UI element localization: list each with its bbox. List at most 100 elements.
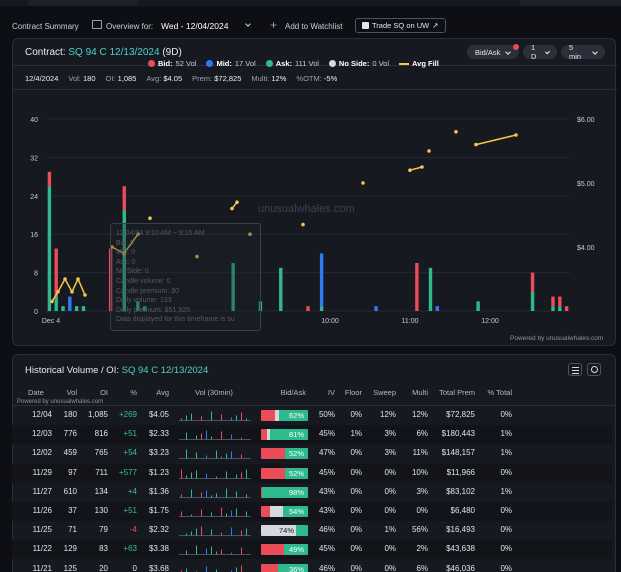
range-select[interactable]: 1 D	[523, 43, 557, 61]
avg-fill-point[interactable]	[76, 277, 80, 281]
history-contract-link[interactable]: SQ 94 C 12/13/2024	[121, 365, 209, 376]
avg-fill-point[interactable]	[83, 293, 87, 297]
table-row[interactable]: 11/25 71 79 -4 $2.32 74% 46% 0% 1% 56% $16,493 0%	[12, 521, 612, 540]
bar-ask[interactable]	[122, 210, 126, 311]
bar-ask[interactable]	[142, 306, 147, 311]
table-row[interactable]: 12/04 180 1,085 +269 $4.05 62% 50% 0% 12% 12% $72,…	[12, 406, 612, 425]
bar-ask[interactable]	[428, 267, 433, 311]
column-header[interactable]: %	[130, 388, 137, 397]
bar-ask[interactable]	[476, 301, 480, 311]
column-header[interactable]: Avg	[156, 388, 169, 397]
avg-fill-point[interactable]	[50, 299, 54, 304]
bar-bid[interactable]	[564, 306, 569, 311]
bar-ask[interactable]	[74, 306, 79, 311]
sparkline-bar	[206, 473, 207, 479]
column-header[interactable]: Multi	[412, 388, 428, 397]
add-watchlist-button[interactable]: Add to Watchlist	[285, 21, 343, 31]
column-header[interactable]: Date	[28, 388, 44, 397]
avg-fill-point[interactable]	[148, 216, 152, 220]
bar-bid[interactable]	[530, 272, 535, 292]
column-header[interactable]: Bid/Ask	[280, 388, 306, 397]
bid-ask-label: 81%	[288, 430, 304, 440]
column-header[interactable]: Vol	[66, 388, 77, 397]
avg-fill-point[interactable]	[235, 200, 239, 204]
bar-ask[interactable]	[558, 306, 562, 311]
column-header[interactable]: OI	[100, 388, 108, 397]
avg-fill-point[interactable]	[136, 232, 140, 236]
legend-avgfill[interactable]: Avg Fill	[399, 59, 439, 68]
bar-bid[interactable]	[47, 171, 52, 187]
cell-chg: 0	[132, 563, 137, 572]
avg-fill-point[interactable]	[56, 290, 60, 294]
legend-noside[interactable]: No Side: 0 Vol	[328, 59, 389, 68]
table-row[interactable]: 11/26 37 130 +51 $1.75 54% 43% 0% 0% 0% $6,480 0%	[12, 502, 612, 521]
bar-bid[interactable]	[306, 306, 310, 311]
legend-ask[interactable]: Ask: 111 Vol	[265, 59, 319, 68]
avg-fill-point[interactable]	[63, 277, 67, 281]
column-header[interactable]: Sweep	[373, 388, 396, 397]
cell-floor: 0%	[350, 563, 362, 572]
bar-ask[interactable]	[61, 306, 65, 311]
filter-settings-button[interactable]	[568, 363, 582, 376]
bar-ask[interactable]	[551, 306, 555, 311]
contract-link[interactable]: SQ 94 C 12/13/2024	[68, 47, 160, 58]
sparkline-bar	[191, 489, 192, 498]
avg-fill-point[interactable]	[248, 232, 252, 236]
table-row[interactable]: 11/27 610 134 +4 $1.36 98% 43% 0% 0% 3% $83,102 1%	[12, 483, 612, 502]
view-select[interactable]: Bid/Ask	[467, 45, 519, 59]
table-row[interactable]: 12/03 776 816 +51 $2.33 81% 45% 1% 3% 6% $180,443 1…	[12, 425, 612, 445]
bid-ask-segment	[274, 410, 279, 421]
table-row[interactable]: 12/02 459 765 +54 $3.23 52% 47% 0% 3% 11% $148,157…	[12, 444, 612, 463]
column-header[interactable]: Vol (30min)	[195, 388, 233, 397]
bar-mid[interactable]	[374, 306, 378, 311]
expand-button[interactable]	[587, 363, 601, 376]
column-header[interactable]: Total Prem	[439, 388, 475, 397]
bar-mid[interactable]	[435, 306, 439, 311]
column-header[interactable]: IV	[327, 388, 335, 397]
bar-ask[interactable]	[530, 291, 535, 311]
avg-fill-point[interactable]	[427, 149, 431, 153]
avg-fill-point[interactable]	[70, 290, 74, 294]
bar-bid[interactable]	[54, 248, 58, 297]
table-row[interactable]: 11/21 125 20 0 $3.68 36% 46% 0% 0% 6% $46,036 0%	[12, 560, 612, 572]
x-tick-label: Dec 4	[42, 318, 60, 325]
bar-ask[interactable]	[136, 301, 140, 311]
bar-bid[interactable]	[122, 186, 126, 211]
bar-mid[interactable]	[319, 253, 324, 307]
avg-fill-point[interactable]	[474, 142, 478, 147]
bar-ask[interactable]	[319, 306, 324, 311]
bar-ask[interactable]	[47, 186, 52, 311]
bar-ask[interactable]	[231, 263, 235, 311]
bar-bid[interactable]	[551, 296, 555, 307]
legend-bid[interactable]: Bid: 52 Vol	[148, 59, 196, 68]
interval-select[interactable]: 5 min	[561, 43, 605, 61]
avg-fill-point[interactable]	[230, 206, 234, 211]
bar-mid[interactable]	[68, 296, 72, 311]
bar-ask[interactable]	[279, 267, 283, 311]
avg-fill-point[interactable]	[122, 251, 126, 256]
table-row[interactable]: 11/22 129 83 +63 $3.38 49% 45% 0% 0% 2% $43,638 0%	[12, 540, 612, 560]
overview-date[interactable]: Wed - 12/04/2024	[161, 21, 229, 31]
column-header[interactable]: Floor	[344, 388, 362, 397]
avg-fill-point[interactable]	[361, 181, 365, 185]
legend-mid[interactable]: Mid: 17 Vol	[206, 59, 256, 68]
avg-fill-point[interactable]	[110, 245, 114, 249]
bar-bid[interactable]	[558, 296, 562, 307]
avg-fill-point[interactable]	[408, 168, 412, 172]
table-row[interactable]: 11/29 97 711 +577 $1.23 52% 45% 0% 0% 10% $11,966 0…	[12, 463, 612, 483]
avg-fill-point[interactable]	[454, 130, 458, 134]
bar-ask[interactable]	[54, 296, 58, 311]
volume-chart[interactable]: 0 8 16 24 32 40 $4.00 $5.00 $6.00 Dec 4 10:00 11:00…	[0, 0, 621, 346]
avg-fill-point[interactable]	[301, 222, 305, 227]
column-header[interactable]: % Total	[487, 388, 512, 397]
header-search[interactable]	[520, 0, 621, 6]
avg-fill-point[interactable]	[195, 254, 199, 259]
trade-button[interactable]: Trade SQ on UW ↗	[355, 18, 446, 33]
bar-bid[interactable]	[415, 263, 419, 311]
header-tab[interactable]	[28, 0, 138, 6]
avg-fill-point[interactable]	[420, 165, 424, 169]
avg-fill-point[interactable]	[514, 133, 518, 137]
bar-ask[interactable]	[81, 306, 86, 311]
plus-icon[interactable]: +	[270, 18, 278, 32]
sparkline-bar	[181, 494, 182, 498]
